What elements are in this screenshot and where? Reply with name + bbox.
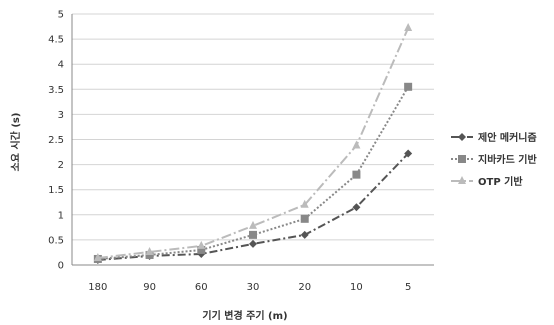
series-2 — [93, 23, 413, 261]
series-0-point-4 — [300, 230, 309, 239]
series-1 — [93, 82, 413, 263]
series-1-point-2 — [197, 245, 206, 254]
series-layer — [93, 23, 413, 264]
series-0 — [93, 149, 413, 264]
x-tick-label-5: 10 — [350, 282, 363, 293]
series-1-point-4 — [300, 214, 309, 223]
series-0-point-5 — [352, 203, 361, 212]
series-0-point-3 — [249, 239, 257, 248]
x-tick-label-0: 180 — [88, 282, 107, 293]
legend-item-2: OTP 기반 — [451, 175, 523, 188]
x-tick-label-6: 5 — [405, 282, 411, 293]
series-2-point-3 — [249, 220, 257, 229]
x-tick-label-3: 30 — [247, 282, 260, 293]
legend-label-0: 제안 메커니즘 — [478, 131, 537, 144]
series-2-point-2 — [197, 240, 206, 249]
legend-label-2: OTP 기반 — [478, 175, 523, 188]
series-1-point-3 — [249, 230, 257, 239]
legend-marker-2 — [458, 176, 466, 184]
grid-lines — [72, 13, 434, 266]
y-tick-label-10: 5 — [58, 10, 64, 21]
series-0-point-6 — [404, 149, 413, 158]
series-2-point-1 — [145, 246, 154, 255]
series-2-point-6 — [404, 23, 413, 32]
x-tick-label-4: 20 — [298, 282, 311, 293]
y-tick-label-2: 1 — [58, 210, 64, 221]
x-tick-label-2: 60 — [195, 282, 208, 293]
series-1-point-1 — [145, 250, 154, 259]
y-tick-label-7: 3.5 — [48, 85, 64, 96]
y-tick-label-4: 2 — [58, 160, 64, 171]
x-tick-label-1: 90 — [143, 282, 156, 293]
y-tick-label-8: 4 — [58, 60, 64, 71]
axes: 0 0.5 1 1.5 2 2.5 3 3.5 4 4.5 5 180 90 60 30 20 10 5 — [48, 10, 434, 293]
y-tick-label-3: 1.5 — [48, 185, 64, 196]
legend-item-0: 제안 메커니즘 — [451, 131, 537, 144]
series-2-point-0 — [93, 252, 102, 261]
y-tick-label-6: 3 — [58, 110, 64, 121]
series-2-point-5 — [352, 140, 361, 149]
y-tick-label-1: 0.5 — [48, 235, 64, 246]
y-tick-label-0: 0 — [58, 261, 64, 272]
y-axis-title: 소요 시간 (s) — [9, 113, 22, 172]
series-2-point-4 — [300, 199, 309, 208]
y-tick-label-9: 4.5 — [48, 35, 64, 46]
series-1-point-5 — [352, 170, 361, 179]
legend-marker-1 — [458, 155, 466, 163]
legend-label-1: 지바카드 기반 — [478, 153, 537, 166]
series-1-point-6 — [404, 82, 413, 91]
legend-marker-0 — [458, 133, 466, 141]
y-tick-label-5: 2.5 — [48, 135, 64, 146]
x-axis-title: 기기 변경 주기 (m) — [202, 309, 287, 322]
legend-item-1: 지바카드 기반 — [451, 153, 537, 166]
